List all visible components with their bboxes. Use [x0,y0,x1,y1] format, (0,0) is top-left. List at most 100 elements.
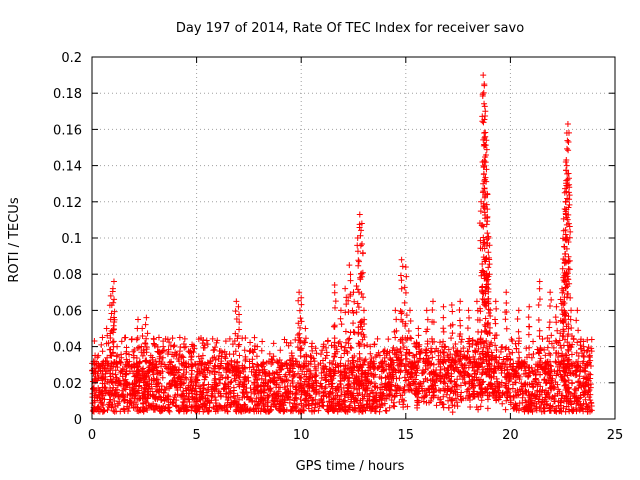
data-point [525,392,532,399]
data-point [431,388,438,395]
data-point [493,332,500,339]
data-point [562,284,569,291]
data-point [104,332,111,339]
data-point [350,385,357,392]
data-point [126,351,133,358]
data-point [122,370,129,377]
data-point [160,389,167,396]
data-point [388,396,395,403]
data-point [530,370,537,377]
data-point [281,408,288,415]
data-point [144,330,151,337]
axis-ticks: 0 5 10 15 20 25 0 0.02 0.04 0.06 0.08 0.1 0.12 0.14 0.… [53,51,623,443]
data-point [407,317,414,324]
data-point [345,336,352,343]
data-point [405,376,412,383]
data-point [254,387,261,394]
data-point [586,408,593,415]
data-point [358,290,365,297]
data-point [128,402,135,409]
data-point [89,400,96,407]
data-point [440,338,447,345]
data-point [487,307,494,314]
data-point [481,209,488,216]
data-point [295,384,302,391]
data-point [306,375,313,382]
data-point [258,375,265,382]
data-point [437,339,443,346]
data-point [352,405,359,412]
data-point [512,379,519,386]
data-point [134,335,141,342]
data-point [440,359,447,366]
data-point [204,408,211,415]
data-point [447,362,454,369]
data-point [483,338,490,345]
data-point [141,396,148,403]
data-point [477,403,484,410]
data-point [499,400,506,407]
data-point [131,380,138,387]
data-point [361,333,368,340]
y-tick-label: 0.18 [53,87,82,102]
data-point [561,378,568,385]
data-point [560,363,567,370]
data-point [233,316,240,323]
data-point [448,301,455,308]
data-point [114,382,121,389]
data-point [466,314,473,321]
data-point [565,138,572,145]
data-point [530,350,537,357]
data-point [539,387,546,394]
data-point [120,366,127,373]
data-point [515,340,522,347]
data-point [430,368,437,375]
data-point [480,344,487,351]
data-point [486,366,493,373]
data-point [303,351,310,358]
data-point [477,335,484,342]
data-point [361,370,368,377]
data-point [107,396,114,403]
data-point [164,336,171,343]
data-point [160,338,167,345]
data-point [546,319,553,326]
data-point [301,387,308,394]
data-point [483,178,490,185]
data-point [241,401,248,408]
data-point [287,339,294,346]
data-point [265,408,272,415]
data-point [327,373,334,380]
data-point [108,310,115,317]
x-tick-label: 15 [398,428,415,443]
data-point [514,316,521,323]
data-point [331,370,338,377]
data-point [565,175,572,182]
data-point [273,404,280,411]
data-point [296,289,303,296]
data-point [155,334,162,341]
data-point [318,383,325,390]
data-point [188,371,195,378]
data-point [372,353,379,360]
data-point [209,392,216,399]
data-point [253,372,260,379]
data-point [176,352,183,359]
data-point [452,388,459,395]
data-point [205,381,212,388]
data-point [574,307,581,314]
data-point [121,407,128,414]
data-point [242,402,249,409]
data-point [130,352,137,359]
data-point [123,350,130,357]
data-point [96,374,103,381]
data-point [561,368,568,375]
data-point [576,368,583,375]
data-point [577,392,584,399]
data-point [536,388,543,395]
data-point [382,395,389,402]
data-point [334,392,341,399]
data-point [447,351,454,358]
data-point [503,344,510,351]
data-point [565,204,572,211]
